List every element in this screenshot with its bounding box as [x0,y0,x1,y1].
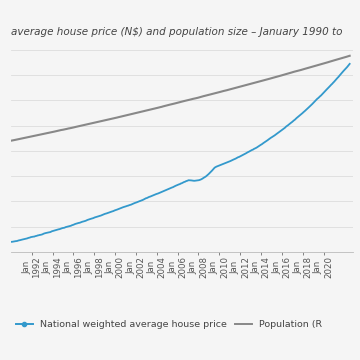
Text: average house price (N$) and population size – January 1990 to: average house price (N$) and population … [11,27,342,37]
Legend: National weighted average house price, Population (R: National weighted average house price, P… [15,320,322,329]
